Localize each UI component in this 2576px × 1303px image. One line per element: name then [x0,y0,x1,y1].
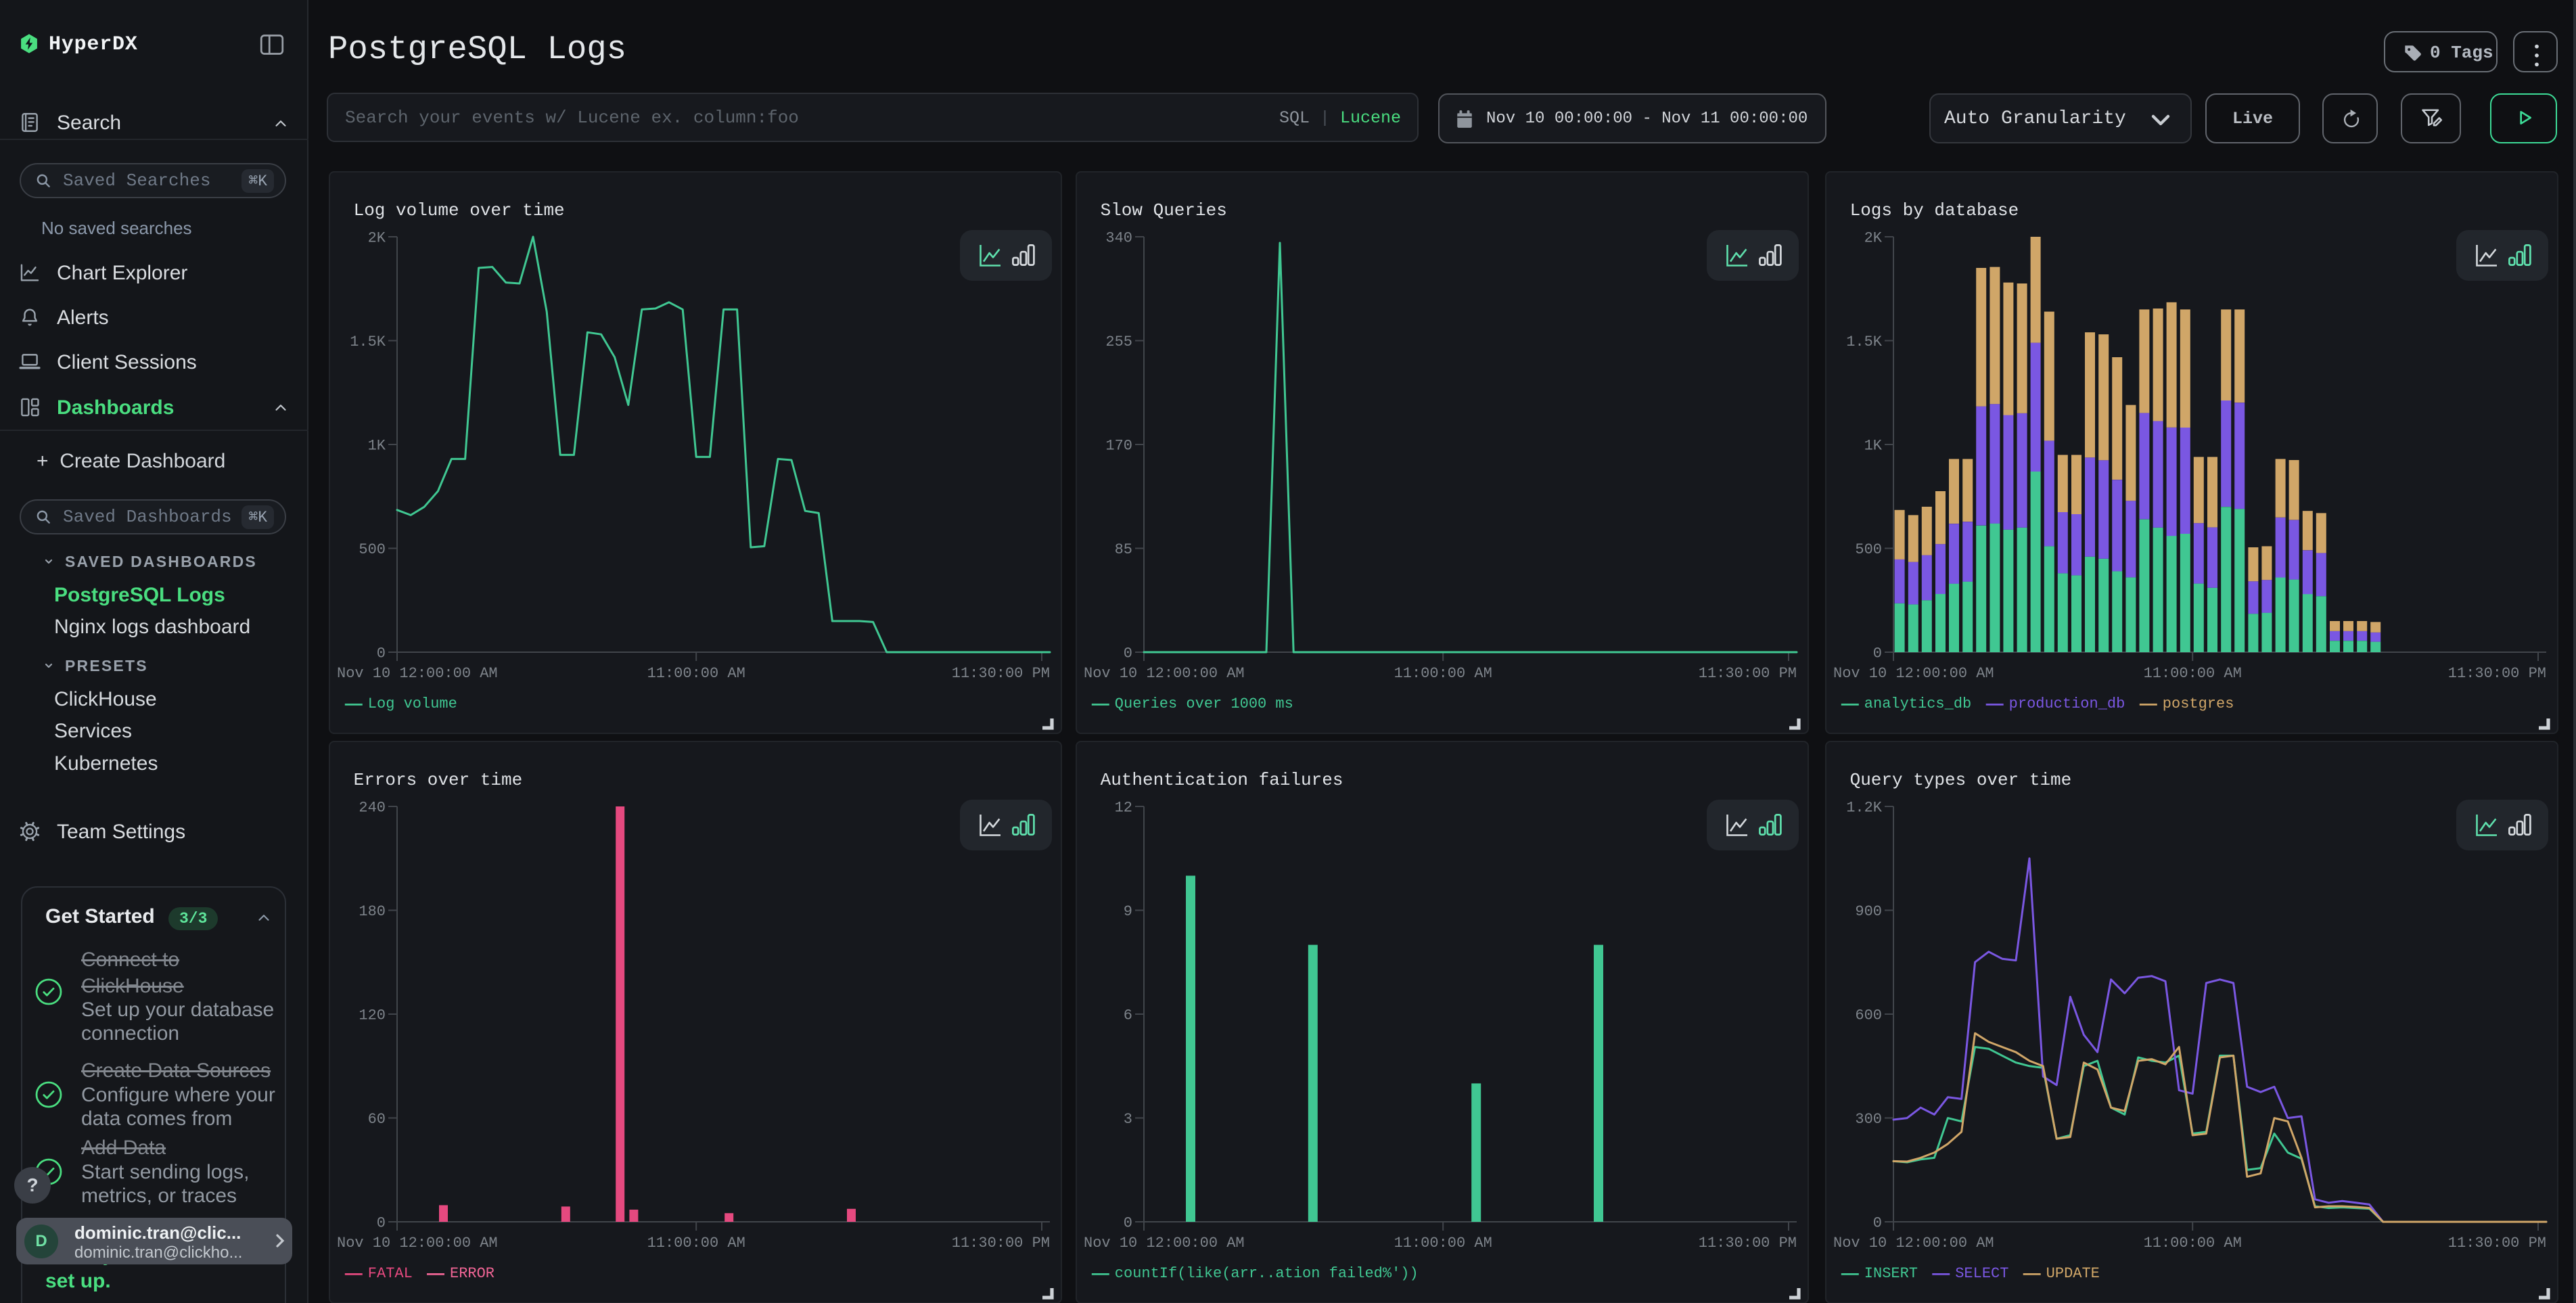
svg-text:Queries over 1000 ms: Queries over 1000 ms [1115,695,1293,712]
svg-text:Slow Queries: Slow Queries [1101,200,1227,221]
svg-text:UPDATE: UPDATE [2046,1265,2100,1282]
svg-text:Log volume over time: Log volume over time [354,200,565,221]
svg-text:11:00:00 AM: 11:00:00 AM [647,665,745,682]
svg-text:11:00:00 AM: 11:00:00 AM [2144,1235,2242,1252]
svg-text:Nov 10 12:00:00 AM: Nov 10 12:00:00 AM [1833,665,1994,682]
svg-text:11:00:00 AM: 11:00:00 AM [1394,1235,1492,1252]
svg-text:12: 12 [1115,800,1132,817]
svg-text:255: 255 [1105,334,1132,350]
svg-text:600: 600 [1855,1007,1882,1024]
svg-text:120: 120 [359,1007,386,1024]
svg-text:11:30:00 PM: 11:30:00 PM [952,1235,1050,1252]
svg-text:Authentication failures: Authentication failures [1101,770,1343,790]
svg-text:Nov 10 12:00:00 AM: Nov 10 12:00:00 AM [337,1235,498,1252]
svg-text:60: 60 [368,1111,386,1128]
svg-text:300: 300 [1855,1111,1882,1128]
svg-text:11:30:00 PM: 11:30:00 PM [2448,665,2546,682]
svg-text:0: 0 [1124,1215,1132,1232]
svg-text:0: 0 [1124,645,1132,662]
svg-text:900: 900 [1855,903,1882,920]
svg-text:0: 0 [377,1215,386,1232]
svg-text:1.5K: 1.5K [350,334,386,350]
svg-text:1K: 1K [368,438,386,455]
svg-text:FATAL: FATAL [368,1265,413,1282]
svg-text:INSERT: INSERT [1864,1265,1918,1282]
svg-text:production_db: production_db [2009,695,2125,712]
svg-text:Logs by database: Logs by database [1850,200,2019,221]
svg-text:3: 3 [1124,1111,1132,1128]
svg-text:2K: 2K [1864,230,1883,247]
svg-text:Log volume: Log volume [368,695,457,712]
svg-text:11:30:00 PM: 11:30:00 PM [2448,1235,2546,1252]
svg-text:240: 240 [359,800,386,817]
svg-text:ERROR: ERROR [450,1265,495,1282]
svg-text:postgres: postgres [2163,695,2234,712]
svg-text:1.5K: 1.5K [1846,334,1883,350]
svg-text:Nov 10 12:00:00 AM: Nov 10 12:00:00 AM [1084,665,1245,682]
svg-text:180: 180 [359,903,386,920]
svg-text:2K: 2K [368,230,386,247]
svg-text:0: 0 [1873,645,1882,662]
svg-text:11:30:00 PM: 11:30:00 PM [1699,1235,1797,1252]
svg-text:11:30:00 PM: 11:30:00 PM [1699,665,1797,682]
svg-text:85: 85 [1115,541,1132,558]
svg-text:analytics_db: analytics_db [1864,695,1971,712]
svg-text:11:00:00 AM: 11:00:00 AM [2144,665,2242,682]
svg-text:500: 500 [359,541,386,558]
svg-text:countIf(like(arr..ation failed: countIf(like(arr..ation failed%')) [1115,1265,1419,1282]
svg-text:Nov 10 12:00:00 AM: Nov 10 12:00:00 AM [1084,1235,1245,1252]
svg-text:11:00:00 AM: 11:00:00 AM [1394,665,1492,682]
svg-text:Nov 10 12:00:00 AM: Nov 10 12:00:00 AM [1833,1235,1994,1252]
svg-text:11:30:00 PM: 11:30:00 PM [952,665,1050,682]
svg-text:Nov 10 12:00:00 AM: Nov 10 12:00:00 AM [337,665,498,682]
svg-text:Query types over time: Query types over time [1850,770,2072,790]
svg-text:1K: 1K [1864,438,1883,455]
svg-text:11:00:00 AM: 11:00:00 AM [647,1235,745,1252]
svg-text:170: 170 [1105,438,1132,455]
svg-text:0: 0 [377,645,386,662]
svg-text:340: 340 [1105,230,1132,247]
svg-text:1.2K: 1.2K [1846,800,1883,817]
svg-text:0: 0 [1873,1215,1882,1232]
svg-text:6: 6 [1124,1007,1132,1024]
svg-text:9: 9 [1124,903,1132,920]
svg-text:500: 500 [1855,541,1882,558]
svg-text:SELECT: SELECT [1955,1265,2008,1282]
svg-text:Errors over time: Errors over time [354,770,523,790]
